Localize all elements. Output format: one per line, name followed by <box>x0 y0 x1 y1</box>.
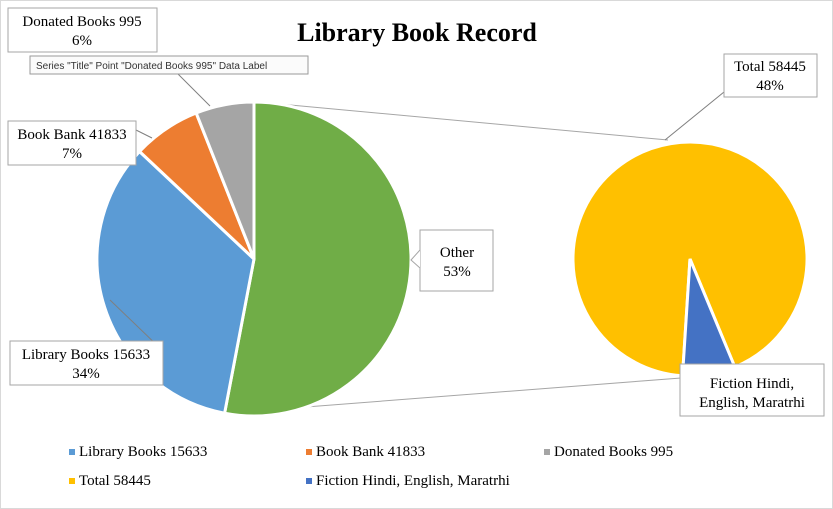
legend-item-total-58445[interactable]: Total 58445 <box>69 473 151 489</box>
data-label-box <box>7 7 158 53</box>
legend-label: Book Bank 41833 <box>316 444 425 460</box>
data-label-percent: 6% <box>72 33 92 49</box>
data-label-box <box>679 363 825 417</box>
data-label-percent: 48% <box>756 78 784 94</box>
data-label-other[interactable]: Other 53% <box>410 229 494 292</box>
secondary-pie <box>571 140 809 378</box>
callout-pointer-outline <box>410 249 421 269</box>
legend-swatch <box>544 449 550 455</box>
chart-title: Library Book Record <box>297 18 537 47</box>
data-label-name: Donated Books 995 <box>22 14 141 30</box>
data-label-donated-books[interactable]: Donated Books 995 6% <box>7 7 158 53</box>
legend-swatch <box>306 449 312 455</box>
legend-swatch <box>306 478 312 484</box>
data-label-percent: 7% <box>62 146 82 162</box>
data-label-box <box>9 340 164 386</box>
legend-swatch <box>69 478 75 484</box>
legend-label: Library Books 15633 <box>79 444 207 460</box>
data-label-book-bank[interactable]: Book Bank 41833 7% <box>7 120 137 166</box>
tooltip-text: Series "Title" Point "Donated Books 995"… <box>36 61 267 72</box>
legend-item-library-books-15633[interactable]: Library Books 15633 <box>69 444 207 460</box>
legend-label: Donated Books 995 <box>554 444 673 460</box>
legend-item-donated-books-995[interactable]: Donated Books 995 <box>544 444 673 460</box>
data-label-name-line2: English, Maratrhi <box>699 395 805 411</box>
data-label-name: Library Books 15633 <box>22 347 150 363</box>
legend-swatch <box>69 449 75 455</box>
pie-slice-other[interactable] <box>222 100 413 418</box>
data-label-library-books[interactable]: Library Books 15633 34% <box>9 340 164 386</box>
legend: Library Books 15633 Book Bank 41833 Donate… <box>69 444 673 489</box>
data-label-fiction[interactable]: Fiction Hindi, English, Maratrhi <box>679 363 825 417</box>
pie-slice-donated-books-995[interactable] <box>194 100 256 260</box>
data-label-box <box>419 229 494 292</box>
connector-line-top <box>257 101 669 141</box>
leader-line-total <box>664 91 725 141</box>
tooltip-box <box>29 55 309 75</box>
tooltip: Series "Title" Point "Donated Books 995"… <box>29 55 309 75</box>
data-label-percent: 53% <box>443 264 471 280</box>
callout-pointer <box>411 250 420 268</box>
data-label-name: Book Bank 41833 <box>17 127 126 143</box>
legend-item-fiction-hindi-english-maratrhi[interactable]: Fiction Hindi, English, Maratrhi <box>306 473 510 489</box>
leader-line-book-bank <box>135 129 153 139</box>
legend-label: Total 58445 <box>79 473 151 489</box>
data-label-percent: 34% <box>72 366 100 382</box>
data-label-name: Total 58445 <box>734 59 806 75</box>
data-label-box <box>7 120 137 166</box>
legend-item-book-bank-41833[interactable]: Book Bank 41833 <box>306 444 425 460</box>
data-label-name: Other <box>440 245 474 261</box>
data-label-name-line1: Fiction Hindi, <box>710 376 794 392</box>
legend-label: Fiction Hindi, English, Maratrhi <box>316 473 510 489</box>
data-label-box <box>723 53 818 98</box>
data-label-total[interactable]: Total 58445 48% <box>723 53 818 98</box>
